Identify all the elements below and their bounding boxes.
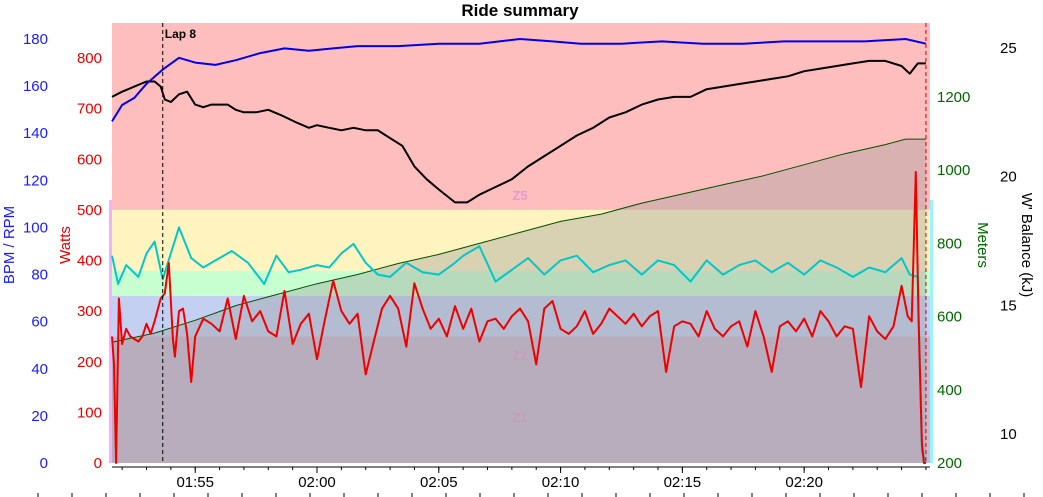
series-line-cadence: [111, 226, 927, 464]
series-line-heart-rate: [111, 38, 927, 122]
y-tick-bpm-0: 0: [40, 455, 48, 472]
y-tick-bpm-9: 180: [23, 31, 48, 48]
y-tick-bpm-1: 20: [31, 408, 48, 425]
y-axis-label-wbal: W' Balance (kJ): [1018, 193, 1035, 298]
y-tick-wbal-2: 20: [1000, 169, 1017, 186]
x-tick-label-2: 02:05: [420, 474, 458, 491]
zone-label-z5: Z5: [512, 188, 527, 203]
lap-label-0: Lap 8: [165, 27, 197, 41]
y-tick-watts-0: 0: [94, 455, 102, 472]
x-tick-label-3: 02:10: [542, 474, 580, 491]
x-tick-label-4: 02:15: [664, 474, 702, 491]
zone-band-4: [112, 23, 930, 210]
zone-edge-right: [930, 200, 933, 463]
zone-edge-left: [109, 200, 112, 463]
y-tick-bpm-5: 100: [23, 219, 48, 236]
power-zones: Z1 Z2 Z5: [109, 23, 933, 463]
y-tick-wbal-1: 15: [1000, 297, 1017, 314]
y-tick-watts-8: 800: [77, 50, 102, 67]
y-tick-meters-0: 200: [937, 455, 962, 472]
y-tick-meters-4: 1000: [937, 162, 970, 179]
y-tick-watts-1: 100: [77, 404, 102, 421]
y-tick-meters-2: 600: [937, 309, 962, 326]
axes: 01:55 02:00 02:05 02:10 02:15 02:20 0 20 40 60 80 1…: [1, 31, 1035, 497]
zone-label-z2: Z2: [512, 348, 527, 363]
y-tick-watts-2: 200: [77, 354, 102, 371]
y-tick-watts-3: 300: [77, 303, 102, 320]
zone-band-3: [112, 209, 930, 271]
zone-label-z1: Z1: [512, 410, 527, 425]
y-tick-meters-3: 800: [937, 235, 962, 252]
zone-band-0: [112, 336, 930, 463]
y-tick-bpm-3: 60: [31, 314, 48, 331]
series-lines: [111, 38, 927, 464]
y-tick-bpm-4: 80: [31, 267, 48, 284]
y-tick-meters-1: 400: [937, 382, 962, 399]
x-tick-label-0: 01:55: [176, 474, 214, 491]
y-tick-bpm-2: 40: [31, 361, 48, 378]
y-tick-wbal-0: 10: [1000, 426, 1017, 443]
y-tick-watts-4: 400: [77, 253, 102, 270]
lap-markers: Lap 8: [162, 23, 927, 463]
zone-band-2: [112, 270, 930, 296]
series-line-altitude: [111, 138, 926, 343]
y-tick-bpm-7: 140: [23, 125, 48, 142]
y-axis-label-watts: Watts: [57, 226, 74, 264]
y-tick-watts-7: 700: [77, 101, 102, 118]
y-axis-label-bpm: BPM / RPM: [1, 206, 18, 284]
y-tick-bpm-8: 160: [23, 78, 48, 95]
series-line-power: [111, 170, 926, 464]
chart-title: Ride summary: [461, 1, 579, 20]
y-tick-wbal-3: 25: [1000, 40, 1017, 57]
y-tick-bpm-6: 120: [23, 172, 48, 189]
y-tick-watts-6: 600: [77, 151, 102, 168]
series-fill-altitude: [112, 139, 926, 463]
series-line-w-balance: [111, 59, 926, 204]
y-axis-label-meters: Meters: [974, 222, 991, 268]
y-tick-meters-5: 1200: [937, 89, 970, 106]
x-tick-label-1: 02:00: [298, 474, 336, 491]
altitude-fill: [112, 139, 926, 463]
x-tick-label-5: 02:20: [785, 474, 823, 491]
y-tick-watts-5: 500: [77, 202, 102, 219]
